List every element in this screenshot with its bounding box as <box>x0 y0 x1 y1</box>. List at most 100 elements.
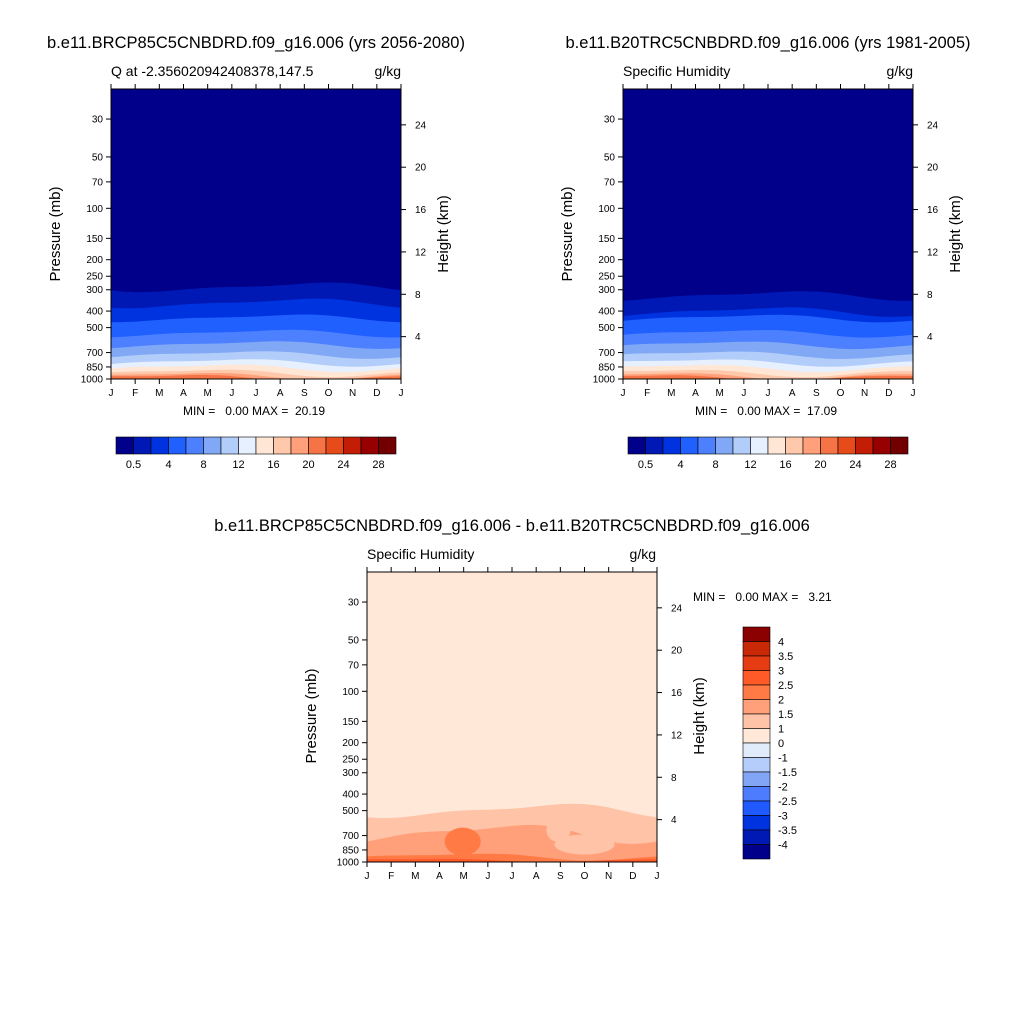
y2-tick-label: 16 <box>927 205 939 216</box>
y2-tick-label: 12 <box>671 730 683 741</box>
y2-tick-label: 4 <box>415 332 421 343</box>
y-tick-label: 700 <box>86 348 103 359</box>
x-tick-label: A <box>789 388 796 399</box>
contour-band-2-11 <box>623 375 913 379</box>
x-tick-label: J <box>399 388 404 399</box>
y2-tick-label: 20 <box>671 646 683 657</box>
diff-colorbar-swatch <box>742 844 771 860</box>
diff-colorbar-label: -1 <box>778 753 788 765</box>
y-tick-label: 700 <box>598 348 615 359</box>
colorbar-2-swatch <box>802 436 821 455</box>
diff-colorbar-label: 1.5 <box>778 709 793 721</box>
y-tick-label: 100 <box>598 204 615 215</box>
panel-2-units: g/kg <box>887 63 913 79</box>
x-tick-label: N <box>861 388 868 399</box>
panel-1-ylabel: Pressure (mb) <box>47 186 64 281</box>
y-tick-label: 400 <box>342 790 359 801</box>
colorbar-1-swatch <box>150 436 169 455</box>
y2-tick-label: 12 <box>415 247 427 258</box>
diff-colorbar-label: 2.5 <box>778 680 793 692</box>
x-tick-label: M <box>155 388 163 399</box>
diff-colorbar-swatch <box>742 757 771 773</box>
y-tick-label: 250 <box>342 755 359 766</box>
x-tick-label: J <box>254 388 259 399</box>
panel-2-left-label: Specific Humidity <box>623 63 730 79</box>
colorbar-2-swatch <box>890 436 909 455</box>
colorbar-2-label: 28 <box>884 459 896 471</box>
colorbar-1-label: 12 <box>232 459 244 471</box>
y2-tick-label: 20 <box>927 163 939 174</box>
colorbar-1-swatch <box>133 436 152 455</box>
x-tick-label: A <box>277 388 284 399</box>
y2-tick-label: 8 <box>415 290 421 301</box>
x-tick-label: D <box>373 388 380 399</box>
x-tick-label: O <box>581 871 589 882</box>
x-tick-label: F <box>388 871 394 882</box>
y-tick-label: 200 <box>342 738 359 749</box>
y-tick-label: 30 <box>92 115 104 126</box>
x-tick-label: A <box>180 388 187 399</box>
x-tick-label: J <box>655 871 660 882</box>
colorbar-2-label: 24 <box>849 459 861 471</box>
colorbar-2-swatch <box>767 436 786 455</box>
y-tick-label: 70 <box>348 660 360 671</box>
diff-colorbar-swatch <box>742 641 771 657</box>
contour-band-1-11 <box>111 375 401 379</box>
x-tick-label: J <box>621 388 626 399</box>
colorbar-1-label: 0.5 <box>126 459 141 471</box>
colorbar-2-swatch <box>785 436 804 455</box>
diff-colorbar-label: 2 <box>778 695 784 707</box>
colorbar-1-swatch <box>273 436 292 455</box>
colorbar-1-swatch <box>308 436 327 455</box>
y-tick-label: 100 <box>86 204 103 215</box>
colorbar-1-label: 24 <box>337 459 349 471</box>
y-tick-label: 500 <box>86 323 103 334</box>
diff-colorbar-label: -4 <box>778 840 788 852</box>
y-tick-label: 400 <box>86 307 103 318</box>
colorbar-1-swatch <box>290 436 309 455</box>
y-tick-label: 500 <box>342 806 359 817</box>
y-tick-label: 700 <box>342 831 359 842</box>
colorbar-2-label: 4 <box>677 459 683 471</box>
colorbar-2-swatch <box>820 436 839 455</box>
panel-1-left-label: Q at -2.356020942408378,147.5 <box>111 63 314 79</box>
y-tick-label: 50 <box>92 152 104 163</box>
y-tick-label: 30 <box>348 598 360 609</box>
diff-band-3 <box>367 858 657 862</box>
diff-colorbar-label: -1.5 <box>778 767 797 779</box>
diff-colorbar-swatch <box>742 655 771 671</box>
y-tick-label: 250 <box>598 272 615 283</box>
y-tick-label: 1000 <box>337 858 360 869</box>
colorbar-2-label: 20 <box>814 459 826 471</box>
colorbar-1-swatch <box>238 436 257 455</box>
y-tick-label: 50 <box>604 152 616 163</box>
diff-colorbar-label: 3 <box>778 666 784 678</box>
diff-blob-oct <box>554 834 615 855</box>
y-tick-label: 50 <box>348 635 360 646</box>
colorbar-1-swatch <box>360 436 379 455</box>
diff-colorbar-swatch <box>742 829 771 845</box>
x-tick-label: S <box>557 871 564 882</box>
y-tick-label: 1000 <box>593 375 616 386</box>
diff-colorbar-label: 0 <box>778 738 784 750</box>
x-tick-label: J <box>766 388 771 399</box>
panel-1-title: b.e11.BRCP85C5CNBDRD.f09_g16.006 (yrs 20… <box>47 34 465 52</box>
colorbar-2-swatch <box>732 436 751 455</box>
panel-3-title: b.e11.BRCP85C5CNBDRD.f09_g16.006 - b.e11… <box>214 517 810 535</box>
colorbar-1-swatch <box>168 436 187 455</box>
y-tick-label: 100 <box>342 687 359 698</box>
colorbar-1-swatch <box>255 436 274 455</box>
y-tick-label: 850 <box>86 362 103 373</box>
diff-colorbar-swatch <box>742 728 771 744</box>
y-tick-label: 850 <box>342 845 359 856</box>
x-tick-label: D <box>629 871 636 882</box>
y-tick-label: 150 <box>86 234 103 245</box>
x-tick-label: J <box>109 388 114 399</box>
x-tick-label: J <box>510 871 515 882</box>
diff-colorbar-label: -3 <box>778 811 788 823</box>
y-tick-label: 300 <box>598 285 615 296</box>
panel-2-ylabel: Pressure (mb) <box>559 186 576 281</box>
panel-3-stats: MIN = 0.00 MAX = 3.21 <box>693 590 832 604</box>
colorbar-1-label: 28 <box>372 459 384 471</box>
